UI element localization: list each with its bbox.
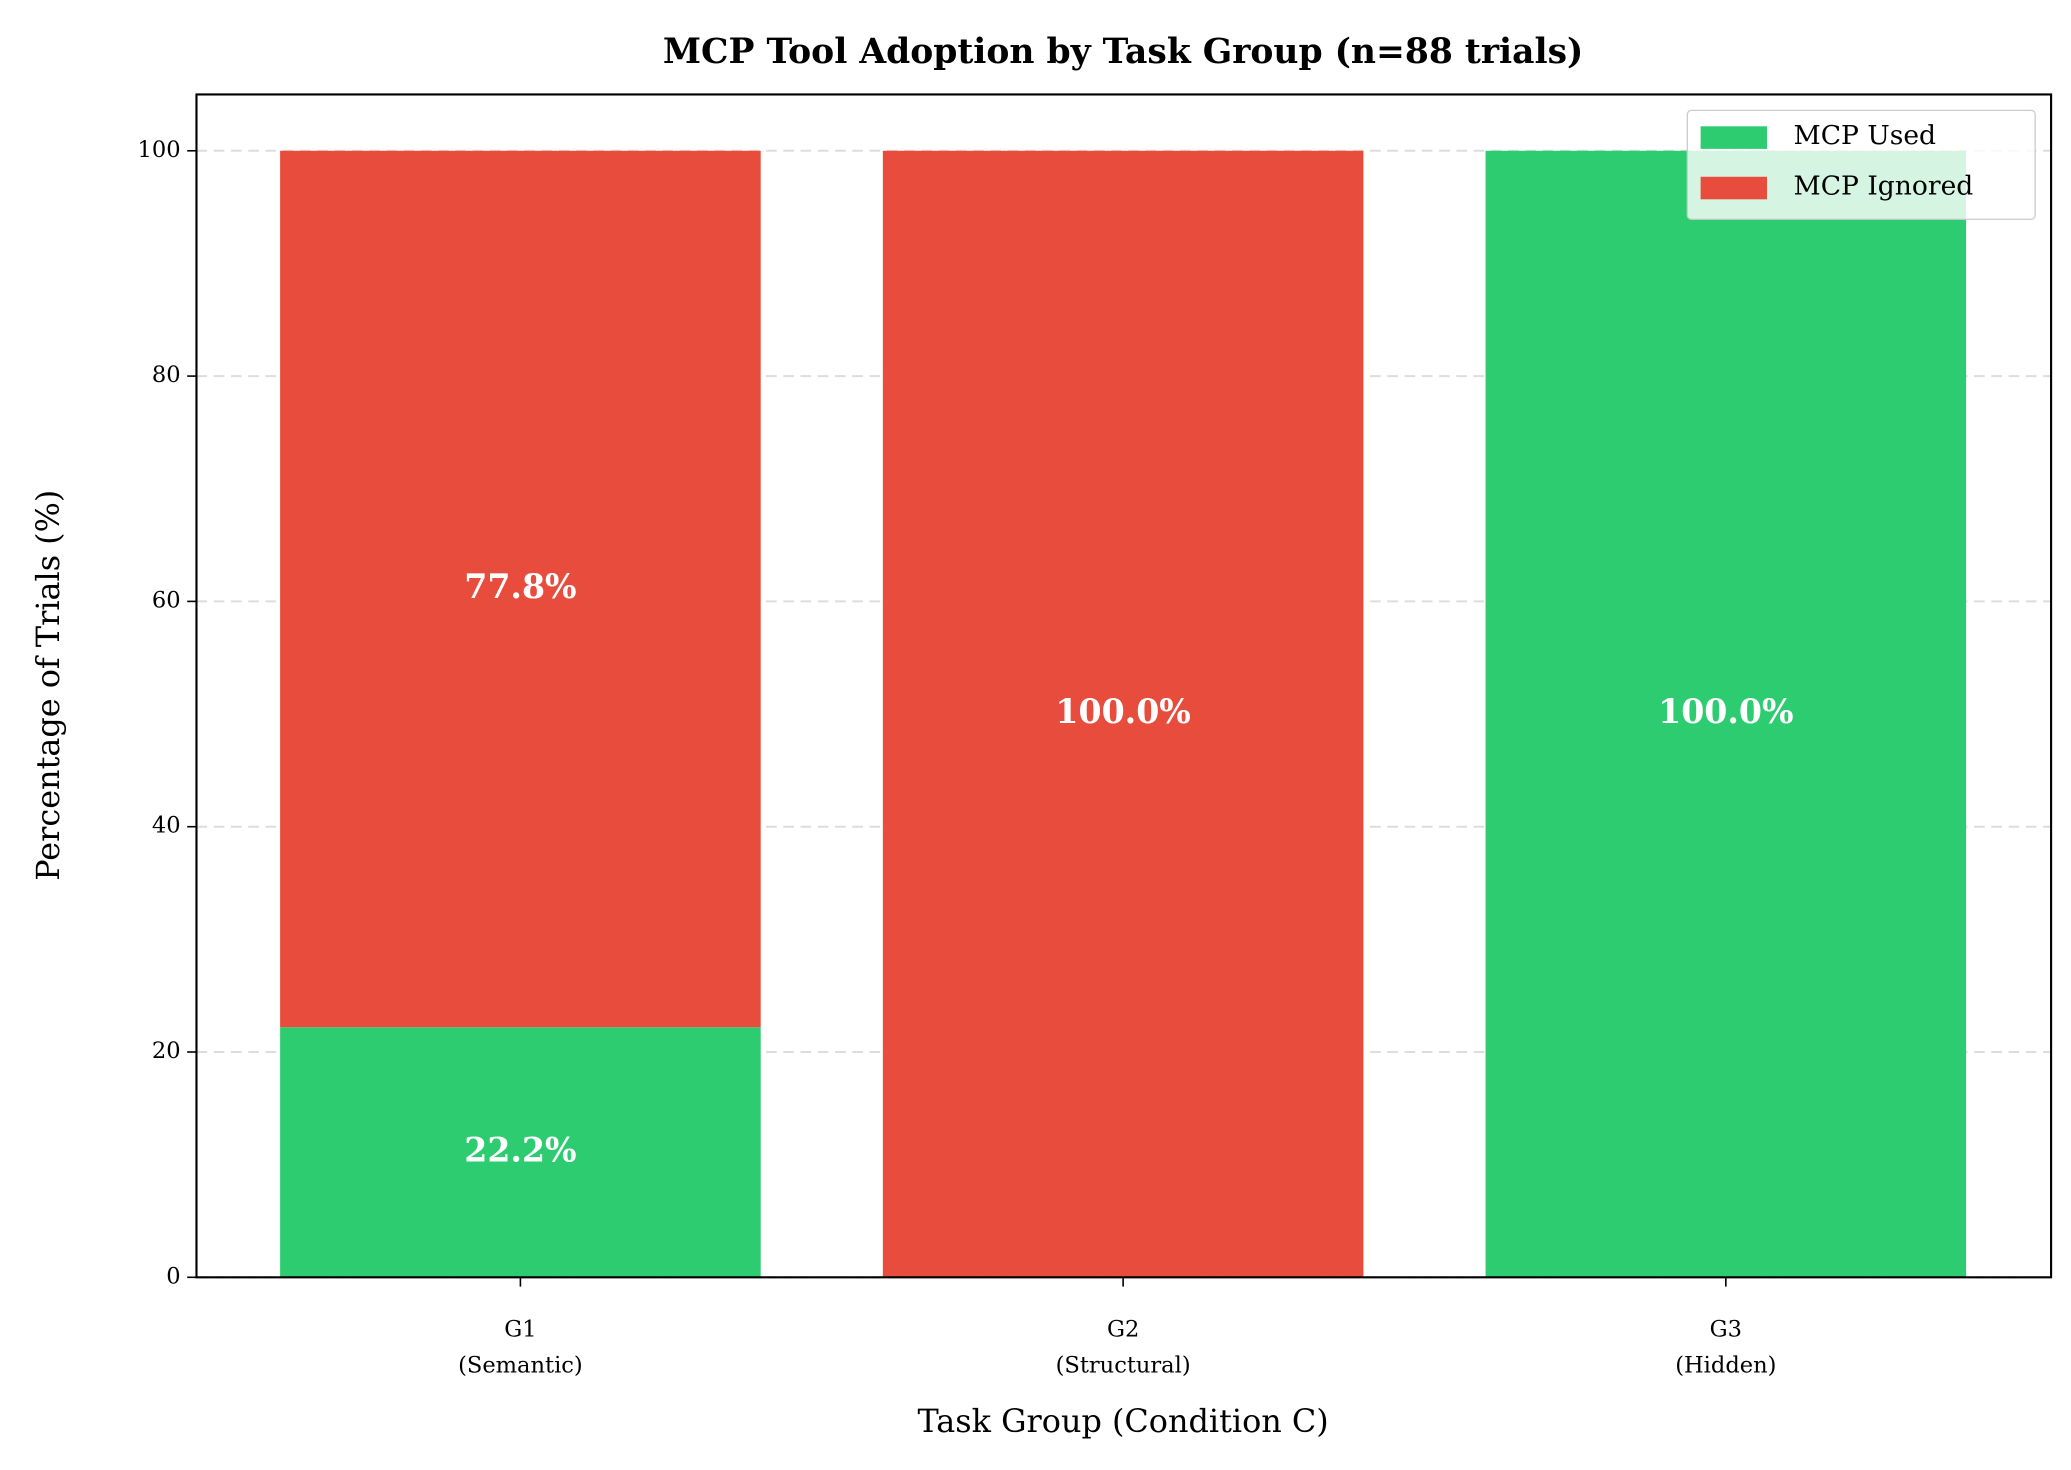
x-tick-sublabel: (Hidden) [1675, 1352, 1776, 1378]
y-tick-label: 0 [166, 1263, 180, 1289]
legend-label: MCP Ignored [1794, 170, 1974, 201]
y-axis-label: Percentage of Trials (%) [29, 490, 67, 881]
x-tick-sublabel: (Semantic) [458, 1352, 583, 1378]
bar-segment [882, 150, 1364, 1278]
value-label: 22.2% [464, 1130, 576, 1169]
y-tick-label: 20 [152, 1038, 181, 1064]
y-tick-label: 60 [152, 587, 181, 613]
x-tick-label: G1 [504, 1316, 536, 1342]
chart-title: MCP Tool Adoption by Task Group (n=88 tr… [663, 32, 1584, 72]
y-tick-label: 100 [138, 137, 181, 163]
value-label: 100.0% [1658, 692, 1793, 731]
bar-segment [280, 150, 761, 1028]
bar-segment [1485, 150, 1967, 1278]
bar-segment [280, 1027, 761, 1278]
legend-swatch [1700, 126, 1767, 149]
x-tick-sublabel: (Structural) [1056, 1352, 1191, 1378]
x-axis-label: Task Group (Condition C) [918, 1402, 1329, 1440]
x-tick-label: G2 [1107, 1316, 1139, 1342]
y-tick-label: 40 [152, 813, 181, 839]
value-label: 77.8% [464, 567, 576, 606]
legend-swatch [1700, 176, 1767, 200]
value-label: 100.0% [1055, 692, 1190, 731]
x-tick-label: G3 [1710, 1316, 1742, 1342]
legend-label: MCP Used [1794, 120, 1937, 151]
plot-frame [195, 93, 2053, 1279]
y-tick-label: 80 [152, 362, 181, 388]
legend-box [1686, 109, 2036, 220]
